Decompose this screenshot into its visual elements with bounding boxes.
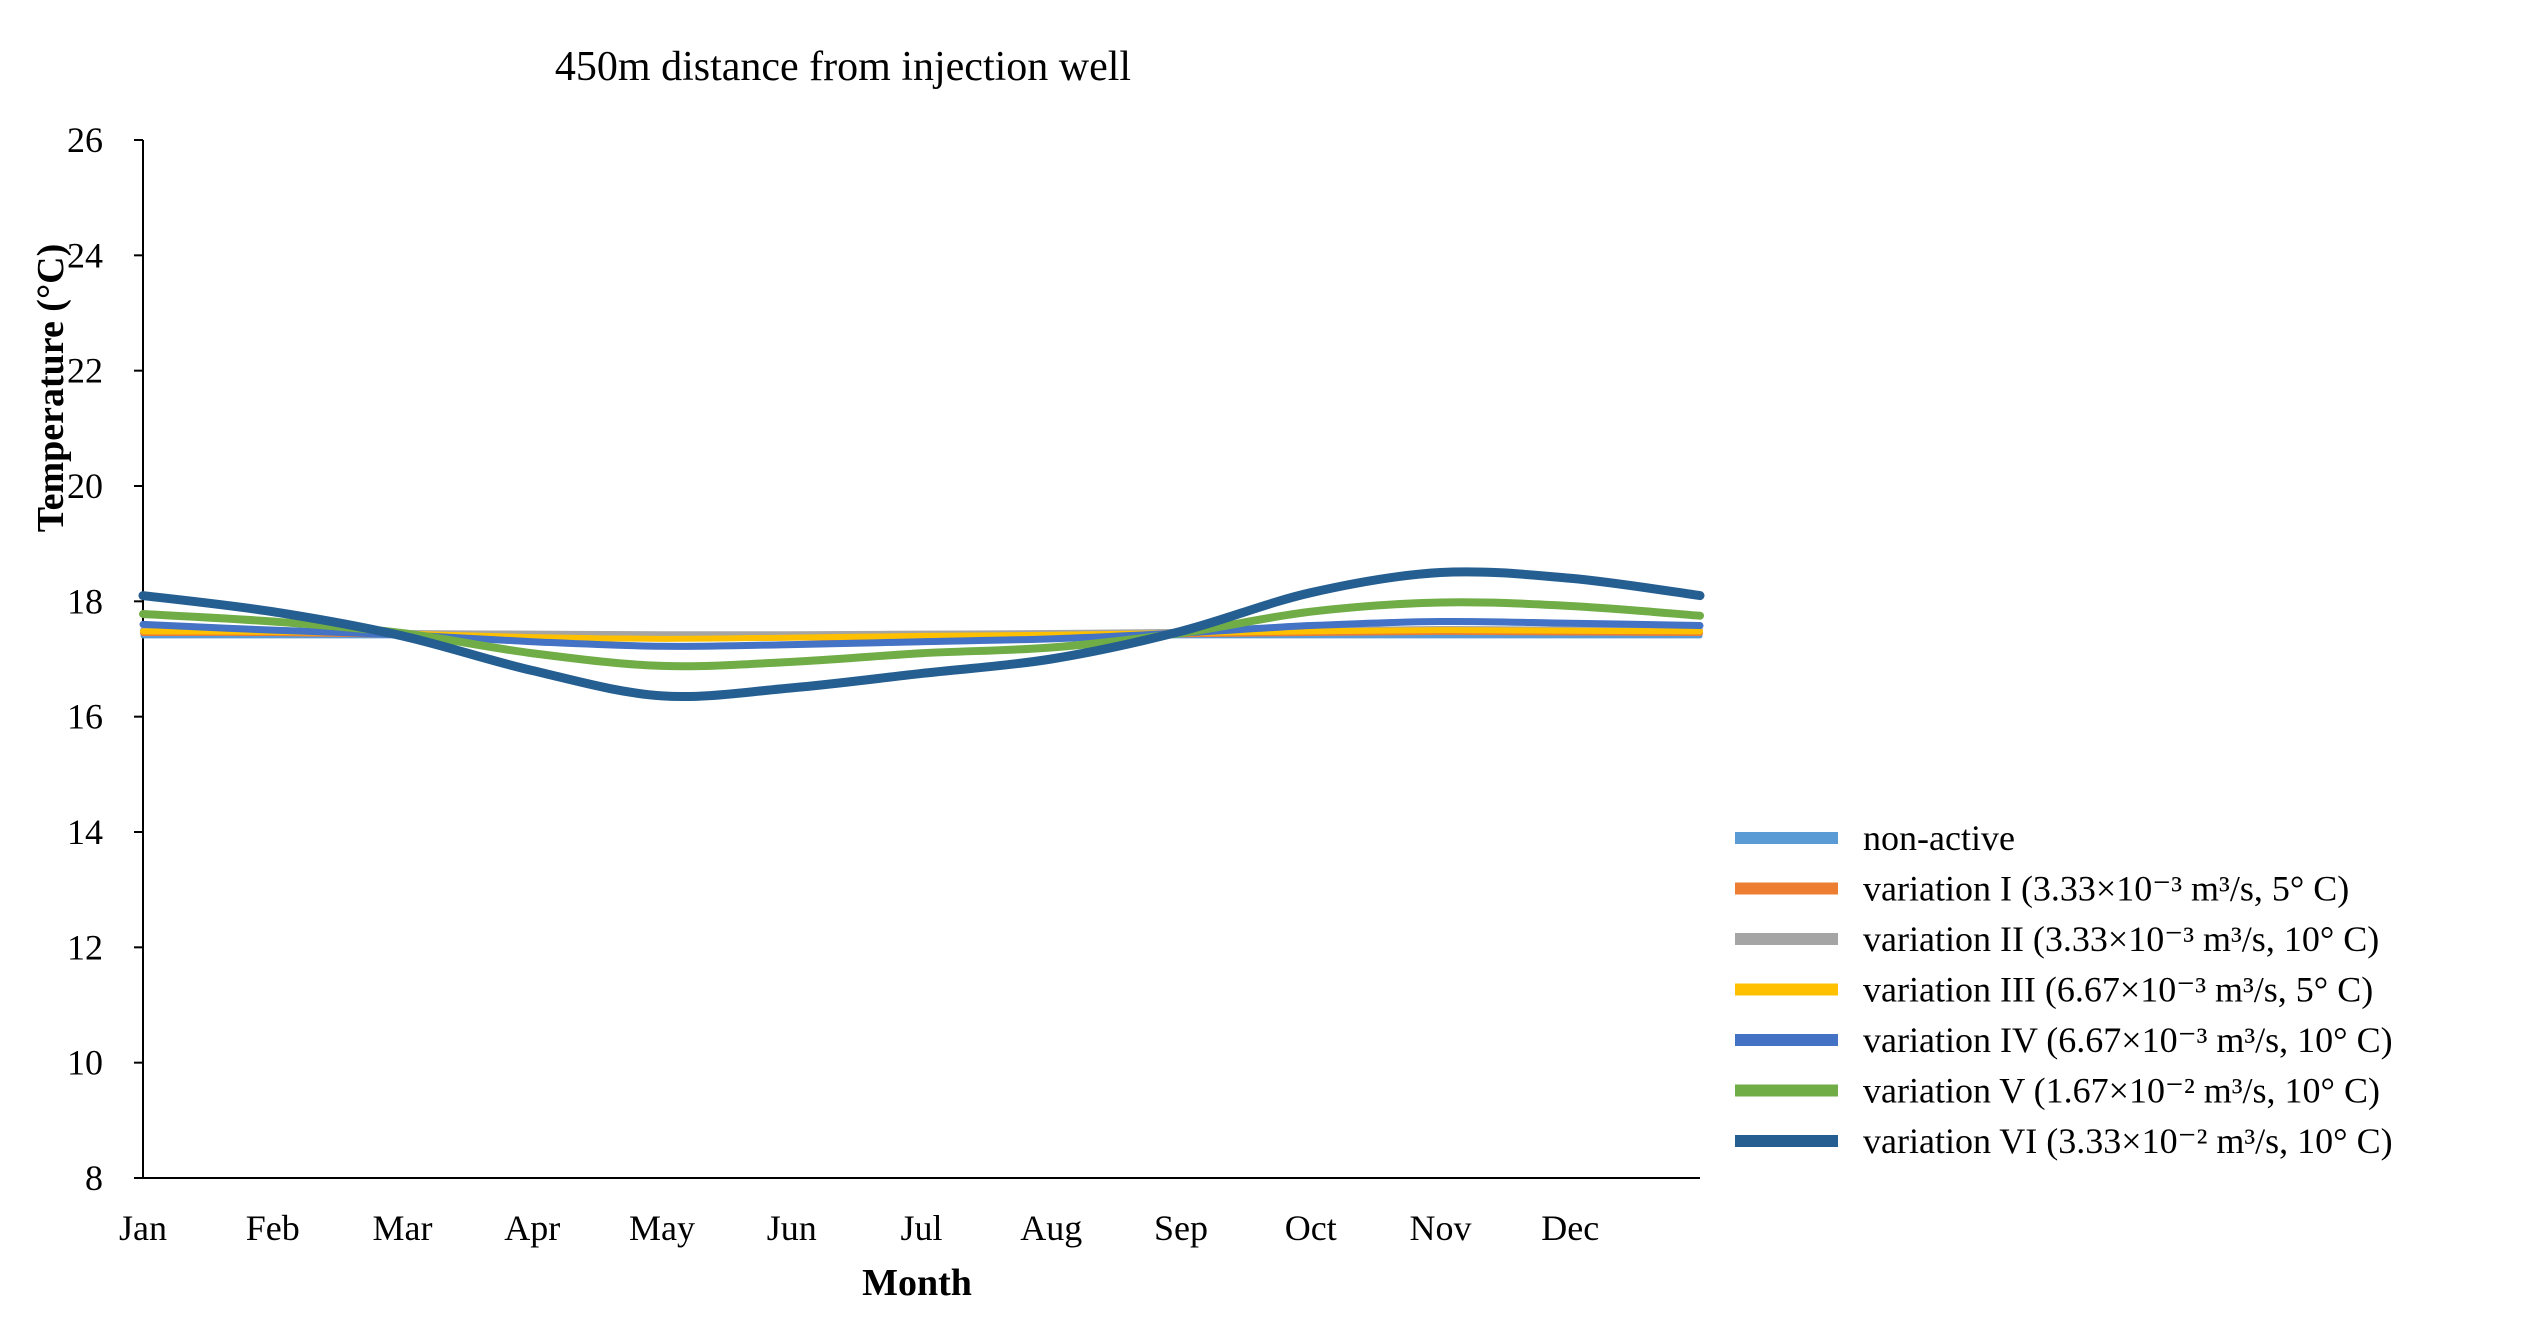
legend-label: non-active xyxy=(1863,818,2015,858)
x-tick-label: Jul xyxy=(900,1208,942,1248)
y-tick-label: 14 xyxy=(67,812,103,852)
y-tick-label: 20 xyxy=(67,466,103,506)
y-tick-label: 12 xyxy=(67,927,103,967)
y-tick-label: 24 xyxy=(67,235,103,275)
y-tick-label: 18 xyxy=(67,581,103,621)
y-axis-title: Temperature (°C) xyxy=(30,244,72,533)
x-tick-label: Oct xyxy=(1285,1208,1337,1248)
legend-label: variation II (3.33×10⁻³ m³/s, 10° C) xyxy=(1863,919,2379,959)
x-axis: Jan Feb Mar Apr May Jun Jul Aug Sep Oct Nov Dec xyxy=(119,1177,1700,1248)
x-tick-label: Jan xyxy=(119,1208,167,1248)
x-axis-title: Month xyxy=(862,1262,972,1304)
legend-label: variation IV (6.67×10⁻³ m³/s, 10° C) xyxy=(1863,1020,2393,1060)
x-tick-label: Mar xyxy=(373,1208,433,1248)
legend-label: variation III (6.67×10⁻³ m³/s, 5° C) xyxy=(1863,970,2373,1010)
y-tick-label: 10 xyxy=(67,1043,103,1083)
x-tick-label: Apr xyxy=(504,1208,560,1248)
x-tick-label: Aug xyxy=(1020,1208,1082,1248)
y-tick-label: 22 xyxy=(67,351,103,391)
x-tick-label: Sep xyxy=(1154,1208,1208,1248)
y-axis: 8 10 12 14 16 18 20 22 24 26 xyxy=(67,120,144,1198)
x-tick-label: Feb xyxy=(246,1208,300,1248)
x-tick-label: Dec xyxy=(1541,1208,1599,1248)
x-tick-label: Nov xyxy=(1410,1208,1472,1248)
chart-title: 450m distance from injection well xyxy=(555,44,1131,90)
y-tick-label: 8 xyxy=(85,1158,103,1198)
y-tick-label: 16 xyxy=(67,697,103,737)
y-tick-label: 26 xyxy=(67,120,103,160)
x-tick-label: Jun xyxy=(767,1208,817,1248)
legend-label: variation VI (3.33×10⁻² m³/s, 10° C) xyxy=(1863,1121,2393,1161)
legend-label: variation V (1.67×10⁻² m³/s, 10° C) xyxy=(1863,1071,2380,1111)
legend-label: variation I (3.33×10⁻³ m³/s, 5° C) xyxy=(1863,869,2349,909)
x-tick-label: May xyxy=(629,1208,695,1248)
legend: non-active variation I (3.33×10⁻³ m³/s, 5… xyxy=(1735,818,2393,1161)
series-layer xyxy=(138,567,1705,702)
series-line-6 xyxy=(138,567,1705,702)
